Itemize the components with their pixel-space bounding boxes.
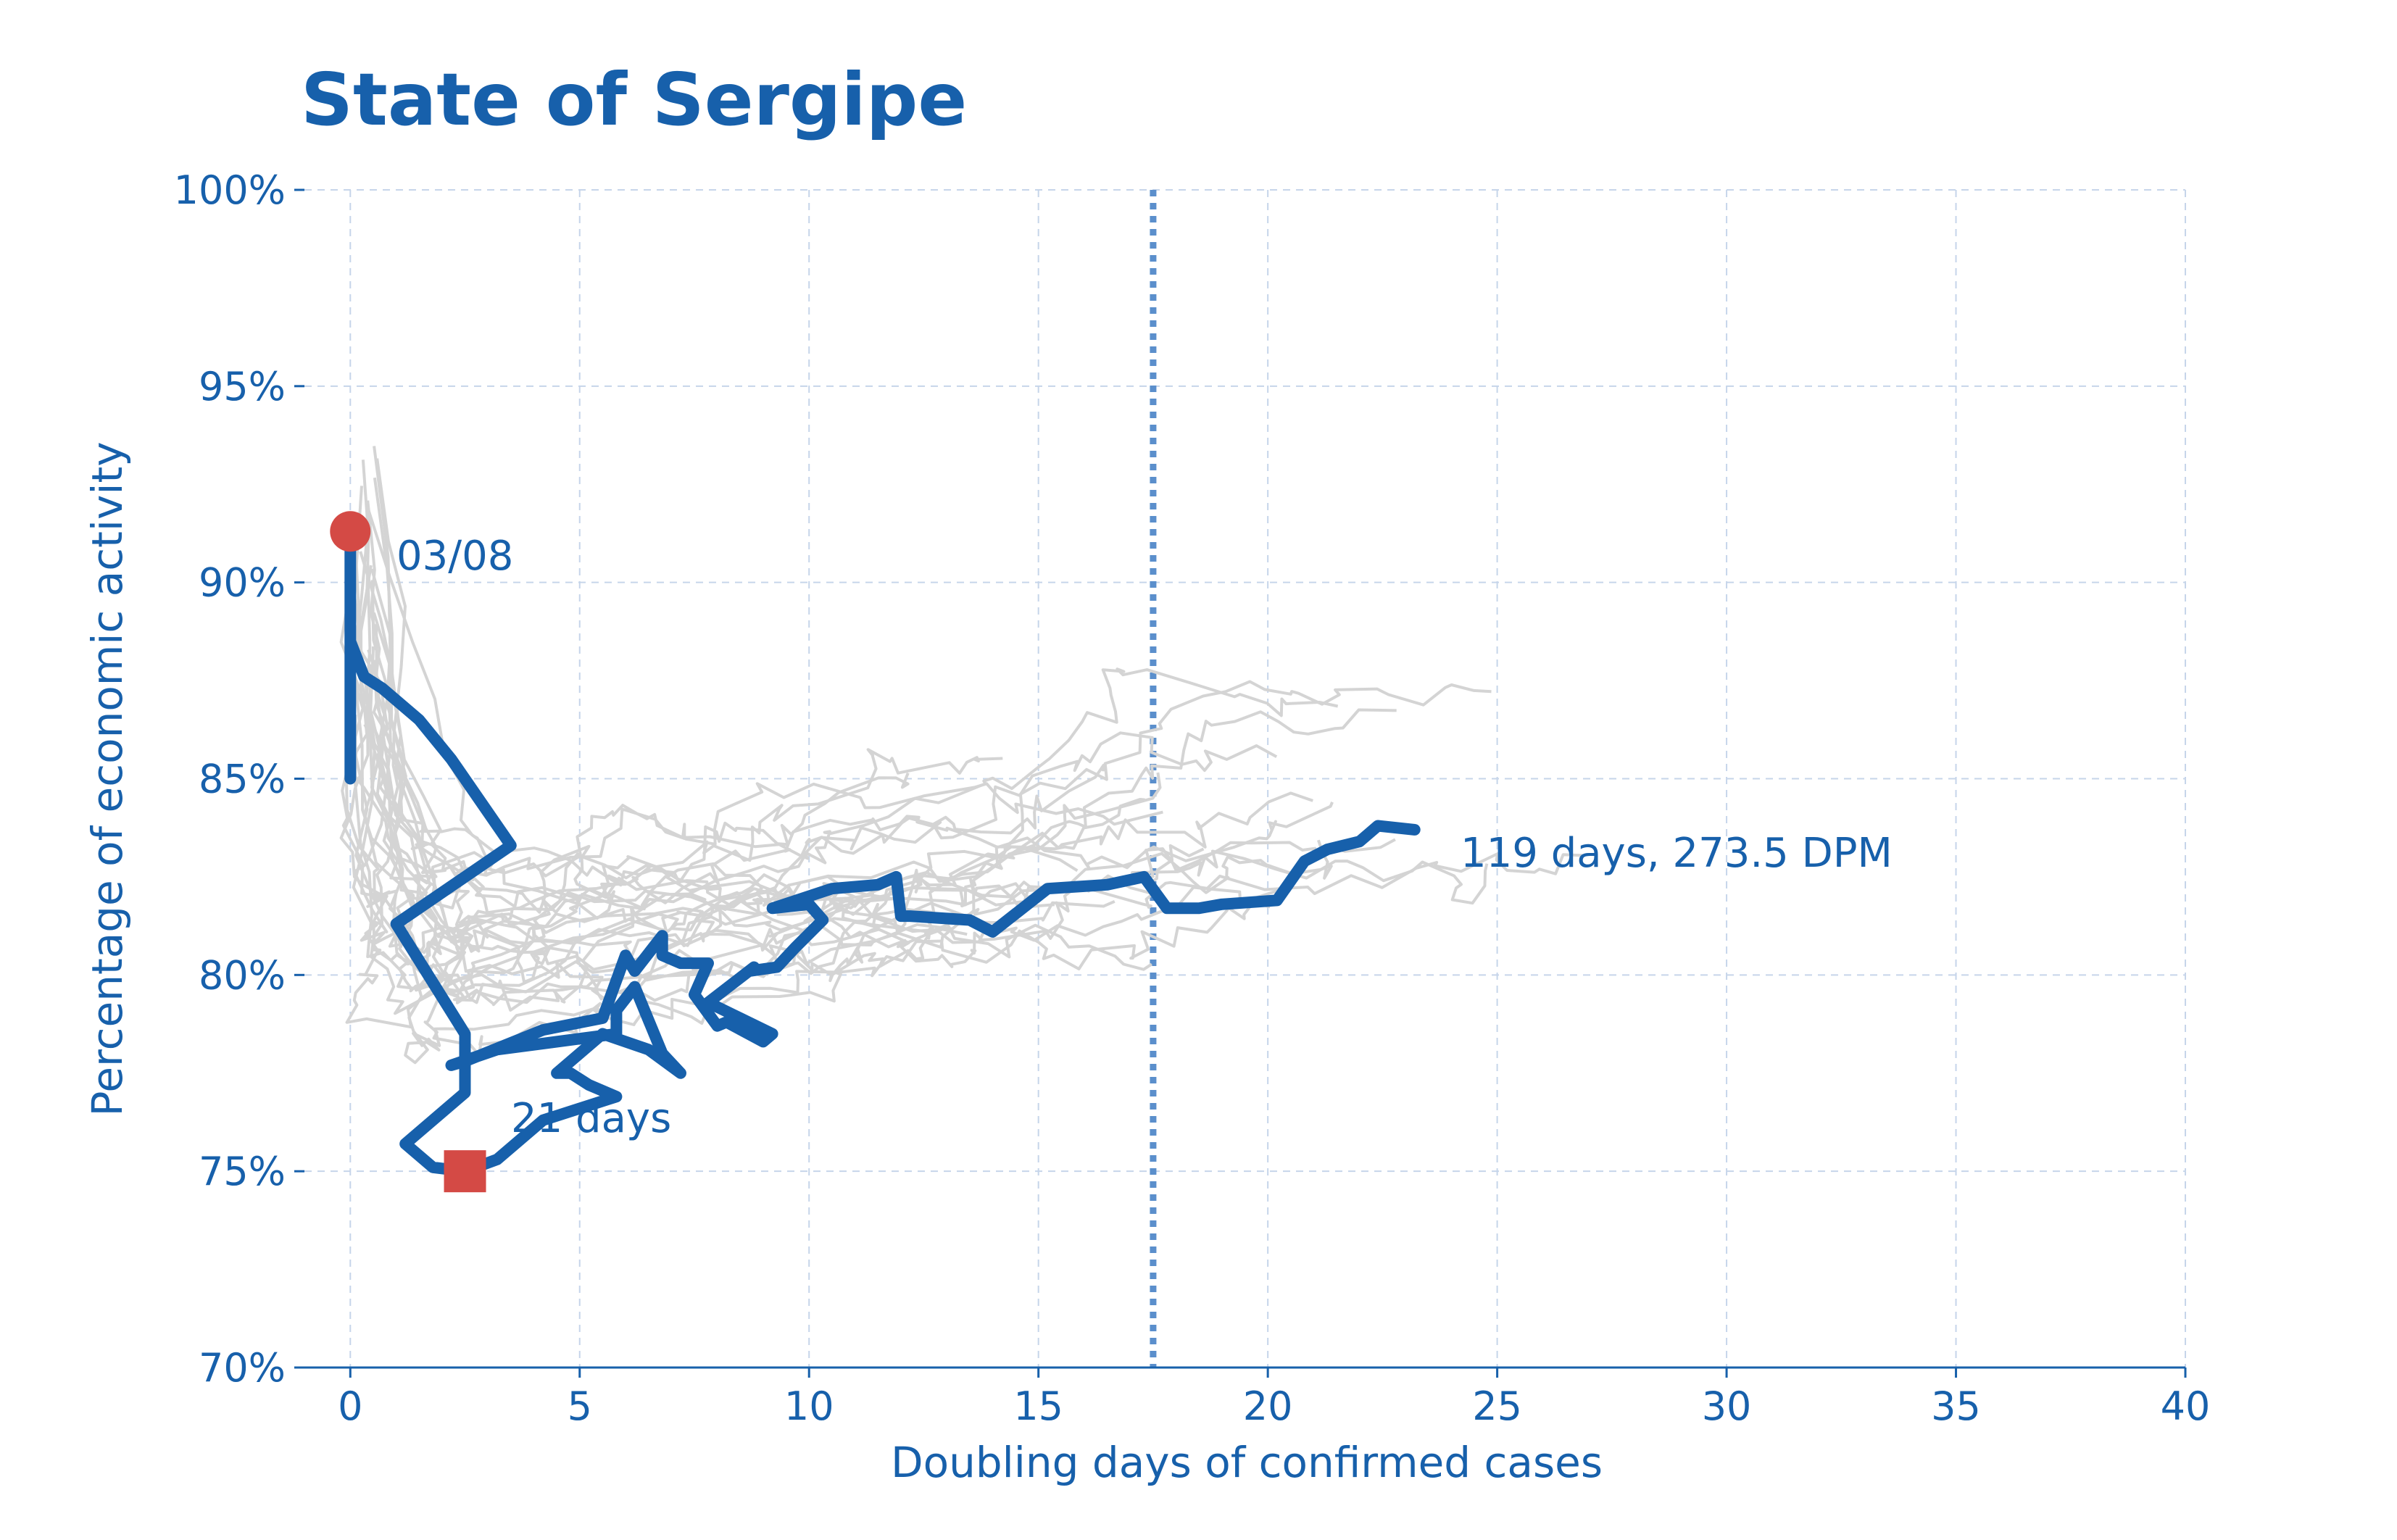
x-tick-label: 5 — [568, 1383, 592, 1429]
x-axis-label: Doubling days of confirmed cases — [891, 1438, 1603, 1487]
x-tick-label: 20 — [1243, 1383, 1293, 1429]
x-tick-label: 40 — [2161, 1383, 2211, 1429]
background-series-line — [357, 459, 1492, 914]
background-series-line — [365, 564, 1333, 939]
y-axis-label: Percentage of economic activity — [83, 441, 132, 1116]
x-tick-label: 25 — [1472, 1383, 1522, 1429]
y-tick-label: 100% — [174, 167, 286, 213]
annotation-end: 119 days, 273.5 DPM — [1461, 830, 1893, 877]
annotation-mid: 21 days — [511, 1095, 671, 1142]
highlight-series-layer — [330, 511, 1421, 1193]
background-series-line — [375, 458, 1334, 984]
chart-title: State of Sergipe — [301, 57, 967, 142]
background-series-line — [346, 536, 1396, 1065]
background-series-line — [363, 723, 1278, 971]
start-marker — [330, 511, 371, 552]
annotation-start: 03/08 — [396, 533, 513, 580]
y-tick-label: 70% — [199, 1345, 286, 1391]
y-tick-label: 85% — [199, 757, 286, 802]
background-series-layer — [339, 446, 1584, 1065]
axes — [294, 188, 2187, 1378]
x-tick-label: 30 — [1702, 1383, 1752, 1429]
highlight-series-line — [344, 525, 1421, 1178]
grid — [304, 189, 2186, 1368]
x-tick-label: 10 — [784, 1383, 834, 1429]
y-tick-label: 95% — [199, 364, 286, 409]
x-tick-label: 35 — [1931, 1383, 1981, 1429]
background-series-line — [352, 580, 954, 1007]
annotations: 03/08 21 days 119 days, 273.5 DPM — [396, 533, 1893, 1142]
background-series-line — [359, 551, 1163, 878]
background-series-line — [369, 568, 907, 1015]
tick-labels: 0 5 10 15 20 25 30 35 40 70% 75% 80% 85% 90% 95% 100% — [174, 167, 2211, 1429]
x-tick-label: 0 — [338, 1383, 362, 1429]
background-series-line — [373, 477, 1313, 1007]
background-series-line — [344, 667, 1339, 946]
x-tick-label: 15 — [1013, 1383, 1063, 1429]
y-tick-label: 80% — [199, 952, 286, 998]
y-tick-label: 90% — [199, 560, 286, 606]
background-series-line — [366, 500, 1145, 917]
background-series-line — [365, 503, 1584, 909]
mid-marker — [444, 1150, 486, 1193]
background-series-line — [339, 535, 1105, 954]
y-tick-label: 75% — [199, 1149, 286, 1194]
